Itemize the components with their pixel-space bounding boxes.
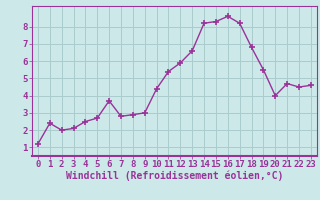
X-axis label: Windchill (Refroidissement éolien,°C): Windchill (Refroidissement éolien,°C): [66, 171, 283, 181]
